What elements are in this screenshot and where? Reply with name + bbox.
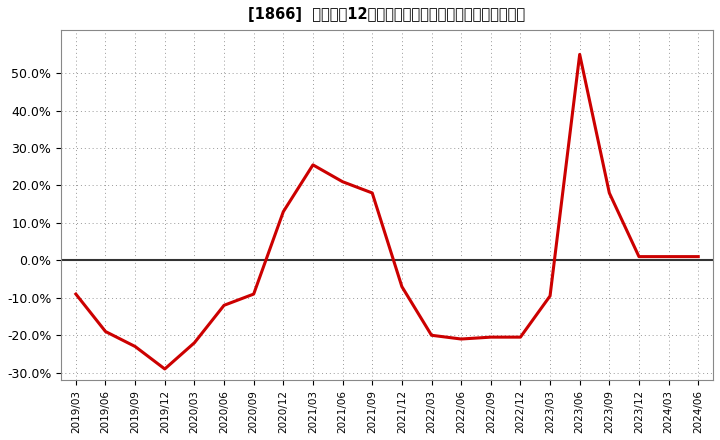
Title: [1866]  売上高の12か月移動合計の対前年同期増減率の推移: [1866] 売上高の12か月移動合計の対前年同期増減率の推移 bbox=[248, 7, 526, 22]
